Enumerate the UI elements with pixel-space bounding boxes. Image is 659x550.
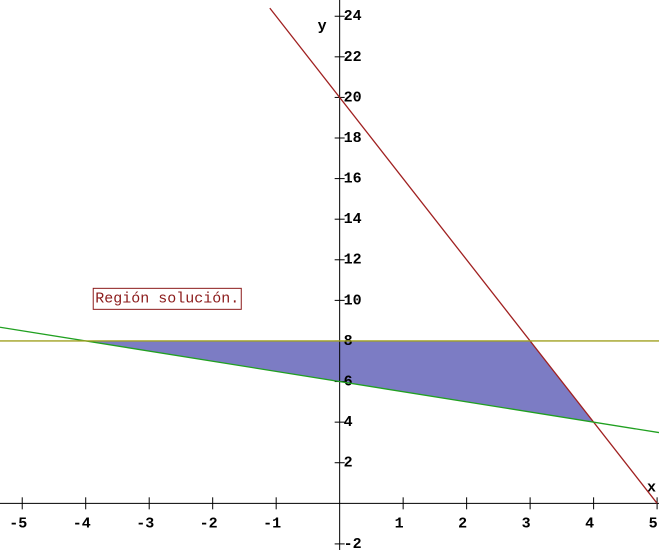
x-tick-label: 1 [395,515,404,532]
x-tick-label: -5 [9,515,27,532]
annotation: Región solución. [95,290,239,307]
y-tick-label: 18 [344,130,362,147]
x-tick-label: -3 [136,515,154,532]
y-tick-label: 16 [344,171,362,188]
y-tick-label: 12 [344,252,362,269]
y-tick-label: 14 [344,211,362,228]
chart: -5-4-3-2-112345-224681012141618202224xyR… [0,0,659,550]
x-tick-label: -4 [73,515,91,532]
x-tick-label: -2 [200,515,218,532]
y-tick-label: 2 [344,455,353,472]
page: -5-4-3-2-112345-224681012141618202224xyR… [0,0,659,550]
y-tick-label: 20 [344,89,362,106]
y-tick-label: -2 [344,536,362,550]
y-tick-label: 4 [344,414,353,431]
x-tick-label: -1 [263,515,281,532]
x-tick-label: 5 [649,515,658,532]
x-tick-label: 4 [585,515,594,532]
y-tick-label: 10 [344,292,362,309]
y-tick-label: 22 [344,49,362,66]
x-tick-label: 2 [458,515,467,532]
y-axis-label: y [318,18,327,35]
x-axis-label: x [647,479,656,496]
y-tick-label: 24 [344,8,362,25]
line [270,8,657,503]
x-tick-label: 3 [522,515,531,532]
